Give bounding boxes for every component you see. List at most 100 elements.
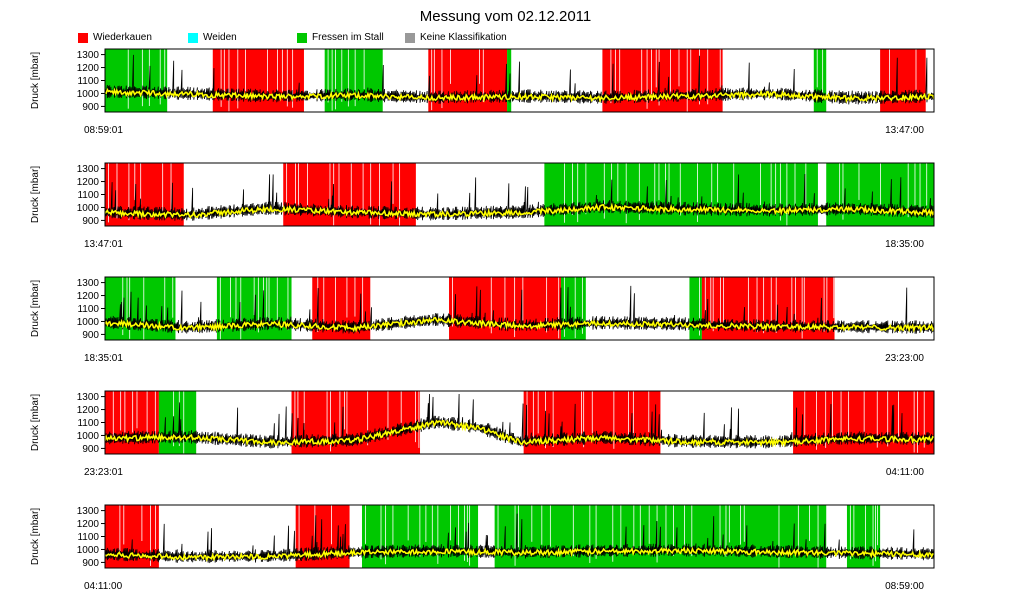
segment-gap bbox=[127, 49, 129, 109]
segment-gap bbox=[612, 505, 614, 562]
segment-gap bbox=[295, 163, 296, 209]
segment-gap bbox=[826, 277, 828, 329]
segment-gap bbox=[329, 163, 331, 212]
segment-gap bbox=[795, 277, 796, 322]
segment-gap bbox=[123, 505, 125, 545]
segment-gap bbox=[848, 391, 850, 436]
y-tick-label: 1000 bbox=[77, 545, 100, 556]
segment-gap bbox=[419, 505, 421, 557]
segment-gap bbox=[690, 49, 692, 101]
segment-gap bbox=[625, 163, 627, 224]
segment-gap bbox=[141, 505, 143, 541]
y-tick-label: 1100 bbox=[77, 76, 99, 87]
segment-gap bbox=[346, 277, 348, 318]
segment-gap bbox=[654, 163, 656, 207]
segment-gap bbox=[354, 49, 356, 107]
segment-gap bbox=[172, 277, 174, 318]
segment-gap bbox=[581, 391, 582, 442]
smoothed-trace bbox=[104, 316, 935, 333]
segment-gap bbox=[341, 49, 343, 102]
segment-gap bbox=[816, 391, 817, 450]
segment-gap bbox=[665, 163, 666, 209]
segment-fill bbox=[689, 277, 702, 340]
segment-gap bbox=[122, 277, 124, 336]
y-tick-label: 1000 bbox=[77, 203, 100, 214]
segment-fill bbox=[846, 505, 881, 568]
segment-gap bbox=[691, 505, 693, 557]
segment-gap bbox=[379, 163, 380, 226]
chart-title: Messung vom 02.12.2011 bbox=[419, 8, 592, 25]
segment-gap bbox=[823, 277, 825, 332]
segment-gap bbox=[840, 391, 842, 436]
segment-gap bbox=[804, 391, 806, 435]
segment-gap bbox=[431, 505, 433, 549]
segment-gap bbox=[514, 277, 516, 338]
segment-gap bbox=[763, 277, 765, 334]
segment-gap bbox=[126, 277, 128, 324]
segment-gap bbox=[872, 505, 874, 566]
segment-fressen-im-stall bbox=[105, 49, 168, 112]
segment-gap bbox=[907, 163, 909, 218]
segment-gap bbox=[330, 391, 331, 452]
segment-gap bbox=[564, 163, 565, 223]
segment-gap bbox=[581, 277, 583, 334]
segment-gap bbox=[558, 277, 560, 339]
panel-3: 900 1000 1100 1200 1300 Druck [mbar] 18:35:01 2… bbox=[30, 276, 935, 364]
segment-fill bbox=[880, 49, 926, 112]
segment-gap bbox=[858, 163, 860, 200]
segment-gap bbox=[164, 49, 166, 95]
segment-gap bbox=[583, 391, 585, 448]
segment-gap bbox=[490, 277, 492, 334]
segment-gap bbox=[245, 49, 246, 99]
segment-gap bbox=[504, 277, 506, 329]
segment-gap bbox=[339, 391, 341, 439]
segment-gap bbox=[717, 163, 719, 203]
segment-gap bbox=[710, 277, 712, 328]
segment-gap bbox=[849, 505, 851, 560]
segment-gap bbox=[809, 505, 810, 541]
segment-gap bbox=[552, 391, 554, 448]
start-time-label: 18:35:01 bbox=[84, 353, 123, 364]
segment-gap bbox=[132, 391, 134, 433]
panel-1: 900 1000 1100 1200 1300 Druck [mbar] 08:59:01 1… bbox=[30, 48, 935, 136]
segment-gap bbox=[775, 163, 777, 216]
segment-gap bbox=[817, 505, 819, 568]
segment-gap bbox=[678, 49, 680, 87]
y-axis-label: Druck [mbar] bbox=[30, 52, 41, 109]
segment-gap bbox=[327, 49, 329, 103]
segment-gap bbox=[136, 391, 138, 429]
segment-wiederkauen bbox=[105, 391, 159, 454]
segment-gap bbox=[150, 505, 151, 566]
segment-gap bbox=[399, 163, 401, 226]
segment-gap bbox=[497, 505, 499, 551]
segment-gap bbox=[633, 505, 635, 550]
segment-gap bbox=[531, 505, 533, 542]
segment-gap bbox=[572, 163, 573, 215]
segment-gap bbox=[747, 277, 749, 329]
legend-swatch bbox=[405, 33, 415, 43]
segment-wiederkauen bbox=[793, 391, 934, 454]
segment-gap bbox=[155, 505, 157, 550]
segment-gap bbox=[240, 277, 242, 340]
segment-gap bbox=[323, 277, 325, 331]
segment-gap bbox=[794, 163, 796, 208]
segment-gap bbox=[779, 163, 781, 221]
legend-label: Wiederkauen bbox=[93, 32, 152, 43]
y-tick-label: 1300 bbox=[77, 278, 100, 289]
segment-fressen-im-stall bbox=[560, 277, 586, 340]
end-time-label: 18:35:00 bbox=[885, 239, 924, 250]
segment-gap bbox=[865, 505, 866, 556]
start-time-label: 08:59:01 bbox=[84, 125, 123, 136]
y-axis-label: Druck [mbar] bbox=[30, 280, 41, 337]
segment-gap bbox=[433, 49, 435, 97]
segment-gap bbox=[343, 391, 345, 430]
segment-gap bbox=[638, 163, 640, 220]
segment-gap bbox=[801, 277, 803, 339]
segment-fressen-im-stall bbox=[361, 505, 479, 568]
segment-gap bbox=[464, 505, 465, 561]
segment-gap bbox=[306, 163, 308, 212]
segment-gap bbox=[286, 49, 288, 107]
segment-gap bbox=[141, 49, 143, 107]
segment-gap bbox=[770, 163, 772, 208]
